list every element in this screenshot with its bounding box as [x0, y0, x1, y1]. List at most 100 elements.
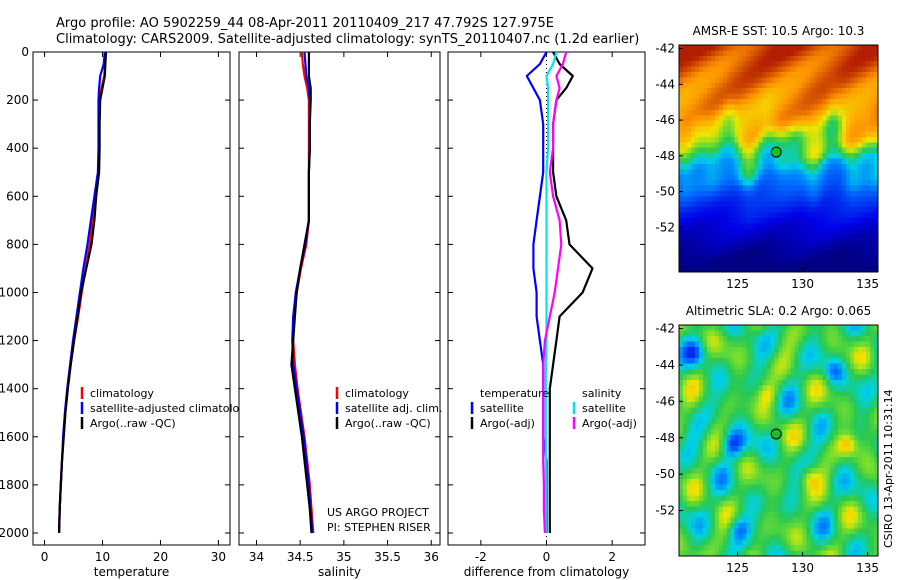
map-cell — [774, 239, 780, 246]
map-cell — [814, 358, 819, 365]
map-cell — [698, 207, 704, 214]
difference-xtick-label: 2 — [608, 550, 616, 564]
map-cell — [690, 201, 696, 208]
map-cell — [834, 163, 839, 170]
map-cell — [702, 539, 708, 546]
map-cell — [718, 61, 724, 68]
map-cell — [718, 391, 724, 398]
map-cell — [714, 163, 720, 170]
map-cell — [714, 120, 720, 127]
map-cell — [778, 539, 784, 546]
map-cell — [706, 523, 712, 530]
map-cell — [690, 550, 696, 557]
map-cell — [874, 528, 879, 535]
map-cell — [714, 104, 720, 111]
map-cell — [810, 473, 815, 480]
map-cell — [770, 142, 776, 149]
map-cell — [726, 424, 732, 431]
map-cell — [858, 325, 863, 332]
map-cell — [830, 352, 835, 359]
map-cell — [850, 55, 855, 62]
map-cell — [754, 435, 760, 442]
map-cell — [826, 336, 831, 343]
map-cell — [802, 490, 807, 497]
map-cell — [810, 88, 815, 95]
float-position-marker — [770, 428, 782, 440]
map-cell — [754, 413, 760, 420]
map-cell — [758, 495, 764, 502]
map-cell — [830, 66, 835, 73]
map-cell — [758, 82, 764, 89]
map-cell — [826, 490, 831, 497]
map-cell — [834, 174, 839, 181]
map-cell — [802, 424, 807, 431]
map-cell — [758, 169, 764, 176]
map-cell — [790, 517, 796, 524]
map-cell — [802, 347, 807, 354]
map-cell — [858, 468, 863, 475]
map-cell — [694, 495, 700, 502]
map-cell — [714, 201, 720, 208]
temperature-xtick-label: 0 — [41, 550, 49, 564]
map-cell — [762, 120, 768, 127]
map-cell — [722, 234, 728, 241]
map-cell — [702, 358, 708, 365]
map-cell — [850, 550, 855, 557]
map-cell — [742, 479, 748, 486]
map-cell — [718, 77, 724, 84]
map-cell — [790, 369, 796, 376]
map-cell — [874, 217, 879, 224]
map-cell — [686, 126, 692, 133]
map-cell — [830, 325, 835, 332]
map-cell — [810, 495, 815, 502]
map-cell — [874, 506, 879, 513]
map-cell — [762, 244, 768, 251]
map-cell — [710, 363, 716, 370]
map-cell — [822, 446, 827, 453]
map-cell — [710, 462, 716, 469]
map-cell — [682, 473, 688, 480]
map-cell — [802, 115, 807, 122]
map-cell — [754, 261, 760, 268]
map-cell — [754, 163, 760, 170]
map-cell — [702, 330, 708, 337]
map-cell — [858, 169, 863, 176]
map-cell — [782, 266, 788, 273]
map-cell — [862, 363, 867, 370]
map-cell — [774, 207, 780, 214]
map-cell — [742, 190, 748, 197]
map-cell — [730, 363, 736, 370]
map-cell — [838, 163, 843, 170]
map-cell — [702, 512, 708, 519]
map-cell — [818, 341, 823, 348]
map-cell — [834, 391, 839, 398]
map-cell — [858, 407, 863, 414]
map-cell — [718, 88, 724, 95]
map-cell — [770, 539, 776, 546]
map-cell — [746, 341, 752, 348]
depth-tick-label: 1200 — [0, 334, 29, 348]
map-cell — [870, 217, 875, 224]
map-cell — [690, 418, 696, 425]
map-cell — [870, 228, 875, 235]
map-cell — [834, 451, 839, 458]
map-cell — [734, 341, 740, 348]
map-cell — [714, 512, 720, 519]
map-cell — [758, 115, 764, 122]
map-cell — [822, 104, 827, 111]
map-cell — [698, 358, 704, 365]
map-cell — [866, 336, 871, 343]
map-cell — [870, 207, 875, 214]
map-cell — [686, 115, 692, 122]
map-cell — [698, 131, 704, 138]
map-cell — [766, 462, 772, 469]
map-cell — [714, 484, 720, 491]
map-cell — [818, 45, 823, 51]
map-cell — [702, 217, 708, 224]
map-cell — [874, 550, 879, 557]
map-cell — [746, 120, 752, 127]
map-cell — [746, 126, 752, 133]
map-cell — [834, 120, 839, 127]
map-cell — [770, 396, 776, 403]
map-cell — [794, 239, 799, 246]
